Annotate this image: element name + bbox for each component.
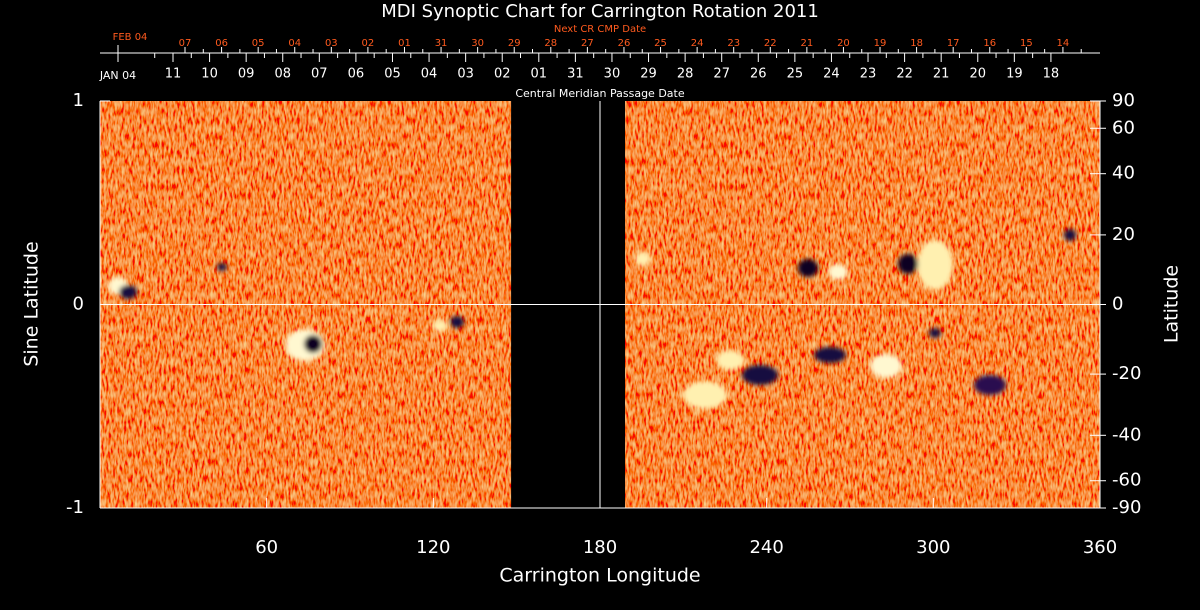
- top-date-label: 30: [471, 38, 484, 49]
- y2-tick-label: -60: [1112, 470, 1141, 491]
- date-label: 30: [604, 67, 621, 82]
- date-label: 11: [165, 67, 182, 82]
- date-label: 25: [787, 67, 804, 82]
- date-label: 07: [311, 67, 328, 82]
- date-label: 08: [274, 67, 291, 82]
- top-date-label: 17: [947, 38, 960, 49]
- y2-tick-label: -20: [1112, 363, 1141, 384]
- axes: MDI Synoptic Chart for Carrington Rotati…: [21, 1, 1183, 587]
- top-date-label: 19: [874, 38, 887, 49]
- date-label: 27: [713, 67, 730, 82]
- date-label: 03: [457, 67, 474, 82]
- date-axis-start: JAN 04: [99, 69, 136, 82]
- date-label: 23: [860, 67, 877, 82]
- top-date-label: 31: [435, 38, 448, 49]
- top-date-label: 20: [837, 38, 850, 49]
- y2-tick-label: 20: [1112, 224, 1135, 245]
- date-label: 04: [421, 67, 438, 82]
- y2-tick-label: -40: [1112, 424, 1141, 445]
- top-axis-title: Next CR CMP Date: [554, 24, 646, 35]
- top-date-label: 28: [544, 38, 557, 49]
- top-date-label: 22: [764, 38, 777, 49]
- y2-axis-title: Latitude: [1161, 265, 1183, 343]
- top-date-label: 27: [581, 38, 594, 49]
- x-tick-label: 180: [583, 537, 617, 558]
- date-label: 01: [531, 67, 548, 82]
- top-date-label: 25: [654, 38, 667, 49]
- x-tick-label: 300: [916, 537, 950, 558]
- top-date-label: 26: [618, 38, 631, 49]
- top-date-label: 07: [179, 38, 192, 49]
- date-label: 28: [677, 67, 694, 82]
- date-label: 09: [238, 67, 255, 82]
- y-tick-label: 1: [73, 90, 84, 111]
- date-label: 10: [201, 67, 218, 82]
- y-tick-label: 0: [73, 294, 84, 315]
- x-tick-label: 240: [749, 537, 783, 558]
- top-date-label: 04: [288, 38, 301, 49]
- top-date-label: 23: [727, 38, 740, 49]
- top-axis-start: FEB 04: [113, 32, 148, 43]
- top-date-label: 06: [215, 38, 228, 49]
- top-date-label: 01: [398, 38, 411, 49]
- chart-title: MDI Synoptic Chart for Carrington Rotati…: [381, 1, 819, 22]
- date-label: 19: [1006, 67, 1023, 82]
- x-axis-title: Carrington Longitude: [499, 565, 700, 587]
- date-label: 26: [750, 67, 767, 82]
- date-label: 29: [640, 67, 657, 82]
- y2-tick-label: 60: [1112, 117, 1135, 138]
- x-tick-label: 60: [255, 537, 278, 558]
- date-axis-title: Central Meridian Passage Date: [515, 87, 684, 100]
- top-date-label: 21: [800, 38, 813, 49]
- date-label: 24: [823, 67, 840, 82]
- y-axis-title: Sine Latitude: [21, 241, 43, 366]
- top-date-label: 02: [362, 38, 375, 49]
- date-label: 18: [1043, 67, 1060, 82]
- date-label: 21: [933, 67, 950, 82]
- y2-tick-label: 40: [1112, 163, 1135, 184]
- date-label: 05: [384, 67, 401, 82]
- top-date-label: 18: [910, 38, 923, 49]
- top-date-label: 14: [1057, 38, 1070, 49]
- y2-tick-label: -90: [1112, 497, 1141, 518]
- date-label: 22: [896, 67, 913, 82]
- top-date-label: 24: [691, 38, 704, 49]
- x-tick-label: 120: [416, 537, 450, 558]
- top-date-label: 16: [983, 38, 996, 49]
- top-date-label: 05: [252, 38, 265, 49]
- y-tick-label: -1: [66, 497, 84, 518]
- date-label: 06: [348, 67, 365, 82]
- top-date-label: 15: [1020, 38, 1033, 49]
- top-date-label: 03: [325, 38, 338, 49]
- date-label: 31: [567, 67, 584, 82]
- date-label: 02: [494, 67, 511, 82]
- y2-tick-label: 90: [1112, 90, 1135, 111]
- x-tick-label: 360: [1083, 537, 1117, 558]
- date-label: 20: [969, 67, 986, 82]
- magnetic-features: [108, 229, 1076, 409]
- top-date-label: 29: [508, 38, 521, 49]
- y2-tick-label: 0: [1112, 294, 1123, 315]
